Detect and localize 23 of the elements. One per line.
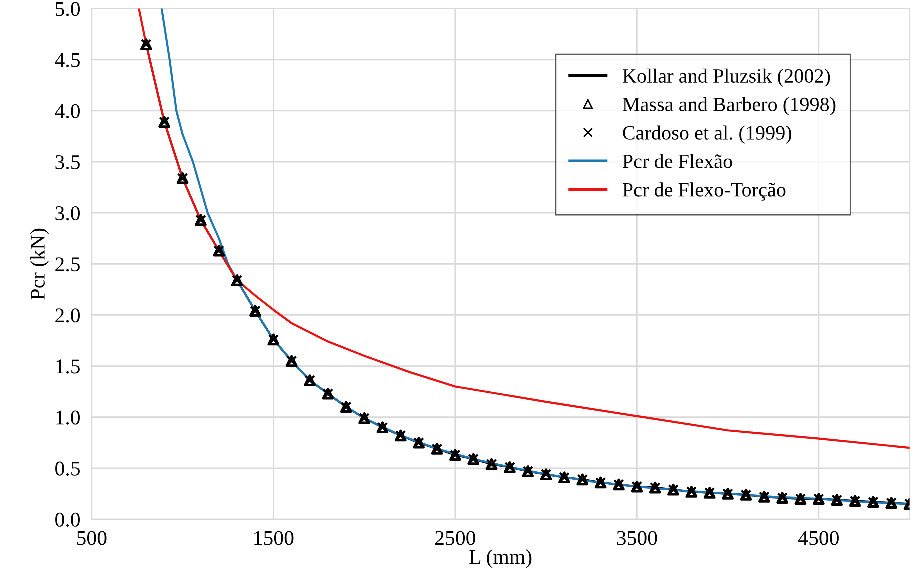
y-tick-label: 4.5	[55, 53, 80, 68]
y-tick-label: 2.0	[56, 308, 80, 323]
y-tick-label: 5.0	[56, 2, 80, 16]
y-tick-label: 1.5	[56, 360, 80, 374]
x-tick-label: 2500	[435, 531, 476, 546]
legend-label: Pcr de Flexão	[622, 154, 732, 168]
x-tick-label: 4500	[798, 531, 839, 546]
legend-label: Pcr de Flexo-Torção	[622, 182, 786, 201]
legend-label: Kollar and Pluzsik (2002)	[622, 68, 830, 88]
y-tick-label: 4.0	[55, 104, 80, 118]
y-tick-label: 0.0	[56, 512, 80, 528]
legend-label: Massa and Barbero (1998)	[622, 97, 836, 116]
x-tick-label: 500	[77, 531, 107, 546]
y-tick-label: 0.5	[56, 462, 80, 476]
x-tick-label: 3500	[617, 531, 658, 546]
y-axis-title: Pcr (kN)	[30, 228, 50, 300]
y-tick-label: 3.0	[56, 206, 80, 221]
x-axis-title: L (mm)	[470, 550, 532, 568]
legend-label: Cardoso et al. (1999)	[623, 126, 792, 144]
y-tick-label: 3.5	[56, 155, 80, 170]
x-tick-label: 1500	[254, 531, 294, 546]
y-tick-label: 1.0	[56, 410, 80, 425]
y-tick-label: 2.5	[56, 258, 80, 272]
